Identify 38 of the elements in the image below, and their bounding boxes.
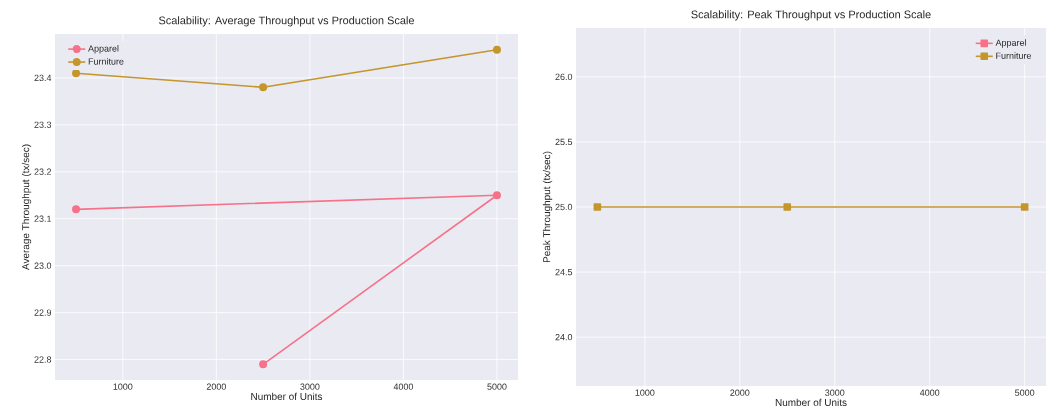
point <box>72 69 81 78</box>
y-tick-label: 24.5 <box>555 268 573 276</box>
x-tick-label: 3000 <box>825 389 845 396</box>
point <box>259 83 268 92</box>
legend-label: Apparel <box>88 45 119 54</box>
x-tick-label: 2000 <box>730 389 750 396</box>
x-tick-label: 1000 <box>635 389 655 396</box>
y-tick-label: 25.0 <box>555 203 573 211</box>
chart-title: Scalability: Average Throughput vs Production Scale <box>158 16 414 27</box>
y-axis-title: Average Throughput (tx/sec) <box>21 144 32 271</box>
y-tick-label: 25.5 <box>555 138 573 146</box>
y-tick-label: 23.0 <box>34 262 52 269</box>
x-tick-label: 1000 <box>113 383 133 390</box>
y-tick-label: 23.1 <box>34 215 52 222</box>
point <box>72 205 81 214</box>
y-tick-label: 23.2 <box>34 168 52 175</box>
point <box>492 191 501 200</box>
legend-label: Furniture <box>88 58 124 65</box>
y-tick-label: 22.9 <box>34 309 52 316</box>
x-tick-label: 4000 <box>393 383 414 390</box>
point <box>259 360 268 369</box>
y-tick-label: 23.3 <box>34 121 52 129</box>
x-tick-label: 3000 <box>300 383 320 390</box>
x-axis-title: Number of Units <box>251 392 323 401</box>
y-tick-label: 23.4 <box>34 74 52 82</box>
x-tick-label: 2000 <box>206 383 226 390</box>
x-axis-title: Number of Units <box>775 398 847 407</box>
y-tick-label: 24.0 <box>555 334 573 341</box>
y-tick-label: 22.8 <box>34 356 52 363</box>
point <box>492 45 501 54</box>
x-tick-label: 5000 <box>487 383 507 390</box>
legend-label: Apparel <box>995 39 1026 48</box>
legend-label: Furniture <box>996 52 1032 59</box>
y-axis-title: Peak Throughput (tx/sec) <box>542 151 553 263</box>
x-tick-label: 4000 <box>919 389 940 396</box>
y-tick-label: 26.0 <box>555 73 573 80</box>
x-tick-label: 5000 <box>1015 389 1035 396</box>
chart-title: Scalability: Peak Throughput vs Production Scale <box>691 10 931 21</box>
